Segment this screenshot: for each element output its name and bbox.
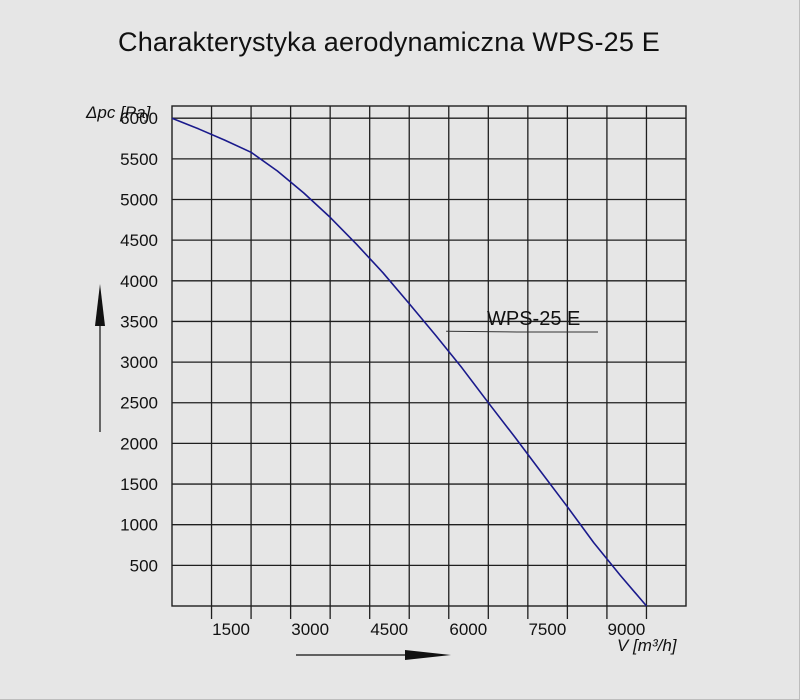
y-tick-label: 2500 <box>120 394 158 413</box>
y-tick-label: 4000 <box>120 272 158 291</box>
series-line <box>171 117 648 607</box>
series-label: WPS-25 E <box>487 308 580 330</box>
x-tick-label: 4500 <box>370 620 408 639</box>
y-tick-label: 6000 <box>120 109 158 128</box>
axis-arrows <box>95 284 451 660</box>
y-tick-label: 500 <box>130 556 158 575</box>
y-tick-label: 3500 <box>120 312 158 331</box>
y-tick-label: 1500 <box>120 475 158 494</box>
y-tick-label: 1000 <box>120 516 158 535</box>
y-tick-label: 5500 <box>120 150 158 169</box>
x-arrow-head <box>405 650 451 660</box>
series-label-leader <box>446 330 518 333</box>
grid <box>172 106 686 619</box>
x-tick-label: 7500 <box>528 620 566 639</box>
plot-frame <box>171 105 687 607</box>
tick-labels: 500 1000 1500 2000 2500 3000 3500 4000 4500 5000 5… <box>120 109 645 639</box>
x-tick-label: 9000 <box>608 620 646 639</box>
x-tick-label: 3000 <box>291 620 329 639</box>
y-tick-label: 2000 <box>120 434 158 453</box>
chart-title: Charakterystyka aerodynamiczna WPS-25 E <box>118 27 661 57</box>
y-tick-label: 3000 <box>120 353 158 372</box>
x-tick-label: 6000 <box>449 620 487 639</box>
y-tick-label: 4500 <box>120 231 158 250</box>
series-layer: WPS-25 E <box>171 117 648 607</box>
plot-border <box>171 105 687 607</box>
x-axis-label: V [m³/h] <box>617 636 677 655</box>
y-arrow-head <box>95 284 105 326</box>
x-tick-label: 1500 <box>212 620 250 639</box>
y-tick-label: 5000 <box>120 190 158 209</box>
y-axis-label: Δpc [Pa] <box>86 103 151 122</box>
